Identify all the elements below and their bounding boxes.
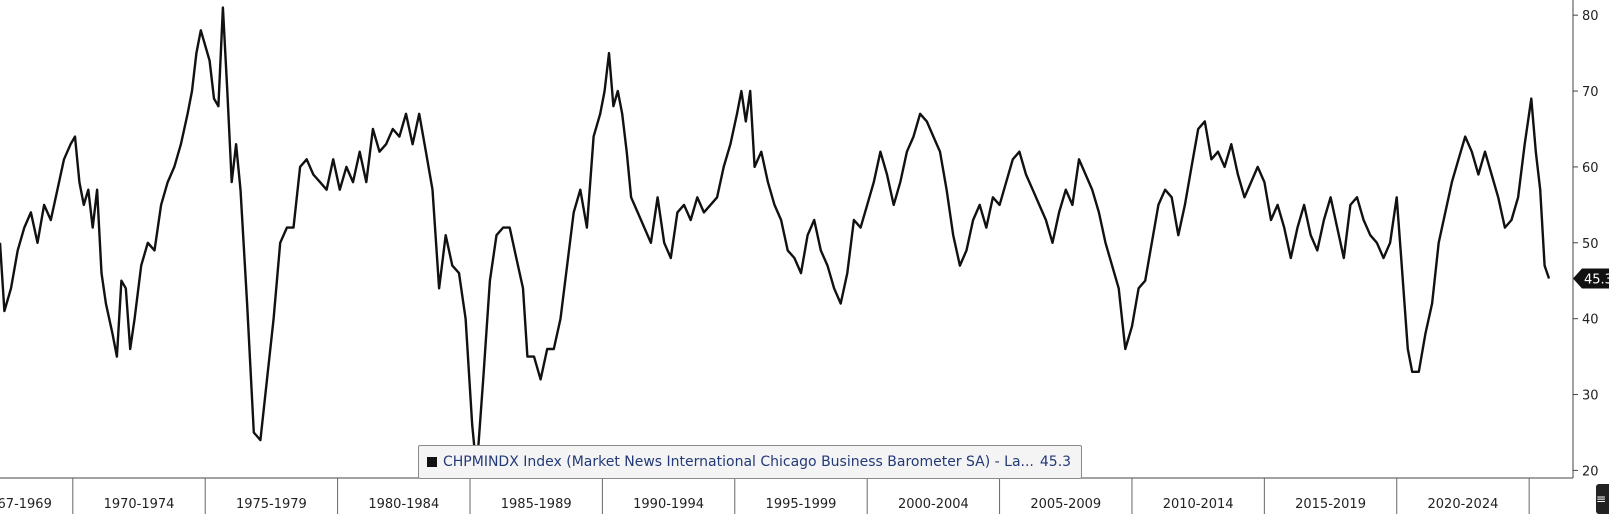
plot-border [0, 0, 1574, 479]
y-axis: 20 30 40 50 60 70 80 [1573, 9, 1599, 479]
x-period-label: 1967-1969 [0, 497, 52, 512]
corner-menu-icon[interactable]: ≡ [1596, 484, 1609, 514]
y-tick-label: 40 [1582, 313, 1599, 328]
x-period-label: 2015-2019 [1295, 497, 1366, 512]
x-period-label: 2000-2004 [898, 497, 969, 512]
y-tick-label: 60 [1582, 161, 1599, 176]
x-axis: 1967-1969 1970-1974 1975-1979 1980-1984 1985… [0, 478, 1530, 514]
y-tick-label: 50 [1582, 237, 1599, 252]
x-period-label: 2010-2014 [1163, 497, 1234, 512]
y-tick-label: 30 [1582, 389, 1599, 404]
y-tick-label: 20 [1582, 464, 1599, 479]
legend-series-name: CHPMINDX Index (Market News Internationa… [443, 454, 1034, 470]
y-tick-label: 80 [1582, 9, 1599, 24]
legend: CHPMINDX Index (Market News Internationa… [418, 445, 1083, 479]
x-period-label: 1975-1979 [236, 497, 307, 512]
x-period-label: 1970-1974 [104, 497, 175, 512]
series-line [0, 6, 1551, 472]
last-value-layer: 45.3 [1573, 268, 1609, 289]
last-value-badge [1573, 268, 1609, 289]
series-layer [0, 6, 1551, 472]
x-period-label: 2020-2024 [1428, 497, 1499, 512]
last-value-label: 45.3 [1584, 272, 1609, 287]
legend-swatch [427, 457, 437, 467]
x-period-label: 2005-2009 [1030, 497, 1101, 512]
y-tick-label: 70 [1582, 85, 1599, 100]
x-period-label: 1985-1989 [501, 497, 572, 512]
x-period-label: 1980-1984 [368, 497, 439, 512]
x-period-label: 1990-1994 [633, 497, 704, 512]
x-period-label: 1995-1999 [766, 497, 837, 512]
legend-last-value: 45.3 [1039, 454, 1072, 470]
